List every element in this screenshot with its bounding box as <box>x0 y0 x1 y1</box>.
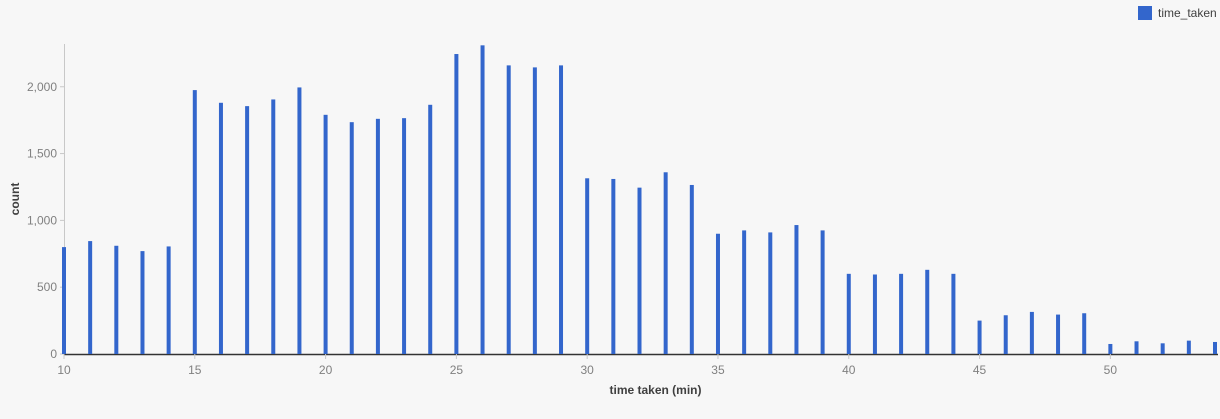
bars <box>62 45 1217 355</box>
bar[interactable] <box>899 273 904 354</box>
y-tick-label: 0 <box>50 347 57 361</box>
bar[interactable] <box>297 87 302 354</box>
x-tick-label: 15 <box>188 363 202 377</box>
bar[interactable] <box>140 251 145 354</box>
bar[interactable] <box>1029 311 1034 354</box>
x-axis-ticks: 10 15 20 25 30 35 40 45 50 <box>57 354 1117 377</box>
bar[interactable] <box>88 241 93 354</box>
bar[interactable] <box>951 273 956 354</box>
bar[interactable] <box>1056 314 1061 354</box>
bar[interactable] <box>480 45 485 354</box>
bar[interactable] <box>506 65 511 355</box>
bar[interactable] <box>428 104 433 354</box>
bar[interactable] <box>1213 341 1217 354</box>
bar[interactable] <box>1108 343 1113 354</box>
y-axis-title: count <box>8 183 22 216</box>
bar[interactable] <box>349 122 354 354</box>
bar[interactable] <box>532 67 537 355</box>
bar[interactable] <box>62 247 66 354</box>
bar[interactable] <box>742 230 747 354</box>
x-axis-title: time taken (min) <box>609 383 701 397</box>
bar[interactable] <box>977 320 982 354</box>
x-tick-label: 40 <box>842 363 856 377</box>
bar[interactable] <box>585 178 590 354</box>
bar[interactable] <box>1160 343 1165 354</box>
bar[interactable] <box>454 54 459 355</box>
legend[interactable]: time_taken <box>1138 6 1217 20</box>
bar[interactable] <box>166 246 171 354</box>
y-tick-label: 1,500 <box>27 147 57 161</box>
bar[interactable] <box>218 102 223 354</box>
bar[interactable] <box>611 178 616 354</box>
bar[interactable] <box>1003 315 1008 354</box>
bar[interactable] <box>872 274 877 354</box>
bar[interactable] <box>375 118 380 355</box>
x-tick-label: 10 <box>57 363 71 377</box>
bar[interactable] <box>1134 341 1139 354</box>
bar[interactable] <box>1082 313 1087 354</box>
bar[interactable] <box>820 230 825 354</box>
bar[interactable] <box>271 99 276 355</box>
x-tick-label: 35 <box>711 363 725 377</box>
bar[interactable] <box>245 106 250 354</box>
bar[interactable] <box>1186 340 1191 354</box>
bar[interactable] <box>114 245 119 354</box>
bar[interactable] <box>768 232 773 354</box>
y-tick-label: 1,000 <box>27 213 57 227</box>
bar[interactable] <box>663 172 668 354</box>
bar[interactable] <box>192 90 197 355</box>
bar[interactable] <box>715 233 720 354</box>
x-tick-label: 30 <box>581 363 595 377</box>
legend-label: time_taken <box>1158 6 1217 20</box>
bar[interactable] <box>637 187 642 354</box>
x-tick-label: 25 <box>450 363 464 377</box>
bar[interactable] <box>925 269 930 354</box>
bar[interactable] <box>689 184 694 354</box>
bar[interactable] <box>323 114 328 354</box>
bar[interactable] <box>559 65 564 355</box>
bar[interactable] <box>402 118 407 354</box>
bar[interactable] <box>846 273 851 354</box>
x-tick-label: 50 <box>1104 363 1118 377</box>
x-tick-label: 20 <box>319 363 333 377</box>
legend-swatch <box>1138 6 1152 20</box>
y-tick-label: 500 <box>37 280 57 294</box>
y-axis-ticks: 0 500 1,000 1,500 2,000 <box>27 80 64 361</box>
y-tick-label: 2,000 <box>27 80 57 94</box>
bar[interactable] <box>794 225 799 354</box>
x-tick-label: 45 <box>973 363 987 377</box>
